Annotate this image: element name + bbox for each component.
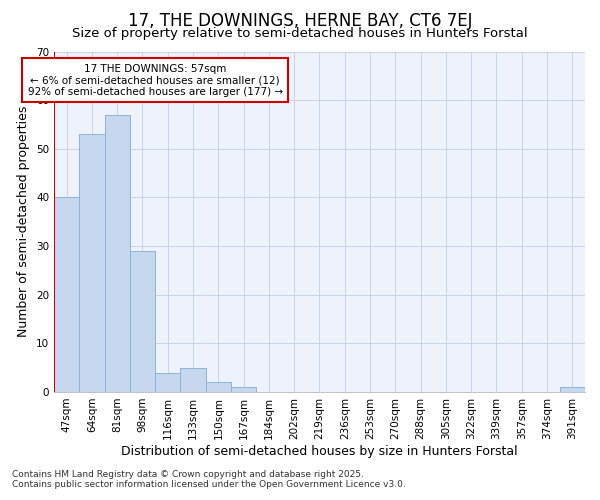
Bar bbox=[560, 387, 585, 392]
Text: 17 THE DOWNINGS: 57sqm
← 6% of semi-detached houses are smaller (12)
92% of semi: 17 THE DOWNINGS: 57sqm ← 6% of semi-deta… bbox=[28, 64, 283, 97]
X-axis label: Distribution of semi-detached houses by size in Hunters Forstal: Distribution of semi-detached houses by … bbox=[121, 444, 518, 458]
Text: Contains HM Land Registry data © Crown copyright and database right 2025.
Contai: Contains HM Land Registry data © Crown c… bbox=[12, 470, 406, 489]
Bar bbox=[181, 368, 206, 392]
Bar bbox=[79, 134, 104, 392]
Bar bbox=[231, 387, 256, 392]
Text: 17, THE DOWNINGS, HERNE BAY, CT6 7EJ: 17, THE DOWNINGS, HERNE BAY, CT6 7EJ bbox=[128, 12, 472, 30]
Bar bbox=[155, 372, 181, 392]
Bar bbox=[206, 382, 231, 392]
Bar bbox=[54, 198, 79, 392]
Bar bbox=[104, 114, 130, 392]
Bar bbox=[130, 251, 155, 392]
Text: Size of property relative to semi-detached houses in Hunters Forstal: Size of property relative to semi-detach… bbox=[72, 28, 528, 40]
Y-axis label: Number of semi-detached properties: Number of semi-detached properties bbox=[17, 106, 31, 338]
